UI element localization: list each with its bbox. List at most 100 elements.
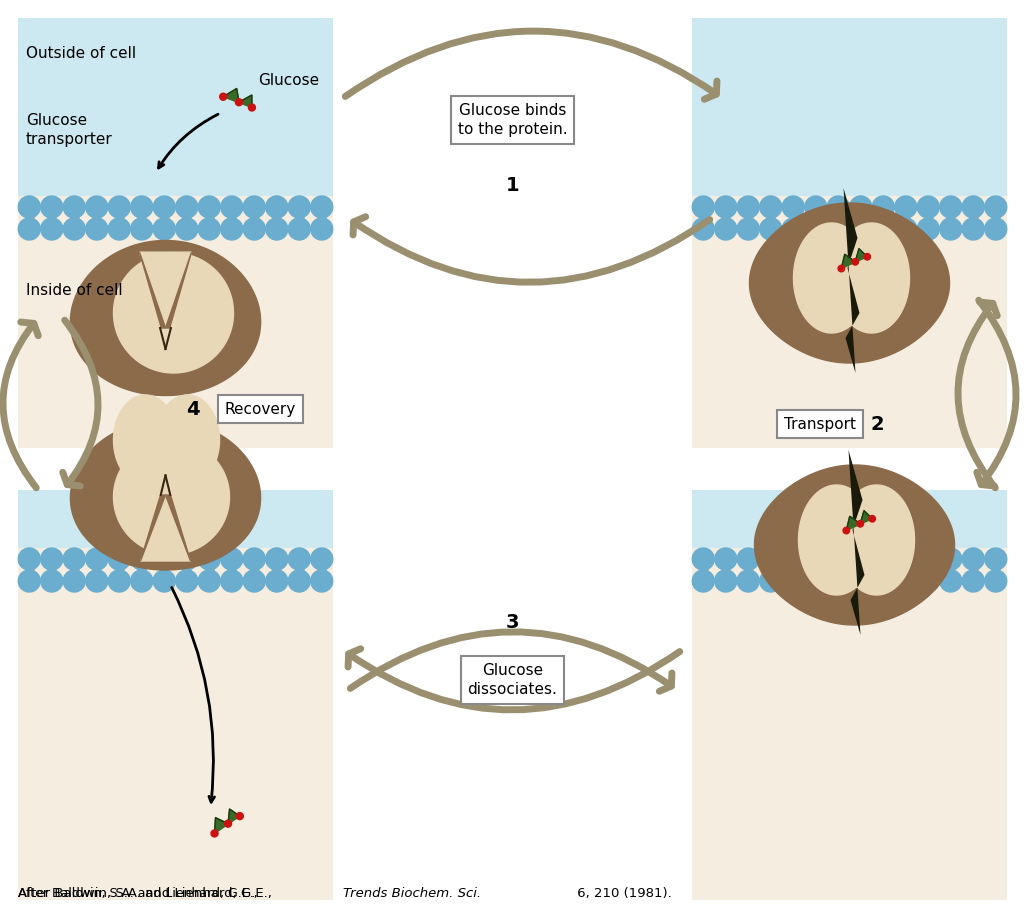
- Circle shape: [289, 548, 310, 570]
- Circle shape: [198, 196, 220, 218]
- Circle shape: [85, 218, 108, 240]
- Circle shape: [176, 218, 198, 240]
- Polygon shape: [114, 395, 178, 485]
- Circle shape: [869, 516, 875, 522]
- Circle shape: [41, 570, 63, 592]
- Circle shape: [18, 548, 40, 570]
- Polygon shape: [165, 495, 190, 561]
- Circle shape: [962, 218, 984, 240]
- Polygon shape: [114, 440, 229, 554]
- Circle shape: [311, 570, 333, 592]
- Circle shape: [962, 570, 984, 592]
- Circle shape: [130, 570, 153, 592]
- Circle shape: [940, 570, 961, 592]
- Polygon shape: [141, 495, 165, 561]
- Text: Glucose binds
to the protein.: Glucose binds to the protein.: [458, 103, 567, 138]
- Circle shape: [805, 218, 827, 240]
- Polygon shape: [156, 328, 175, 358]
- Polygon shape: [71, 241, 261, 396]
- Circle shape: [153, 196, 176, 218]
- Polygon shape: [834, 223, 910, 333]
- Circle shape: [838, 265, 844, 272]
- Circle shape: [221, 570, 242, 592]
- Circle shape: [849, 218, 872, 240]
- Circle shape: [41, 196, 63, 218]
- Circle shape: [692, 548, 714, 570]
- Circle shape: [917, 218, 940, 240]
- Circle shape: [130, 196, 153, 218]
- Text: Inside of cell: Inside of cell: [26, 283, 122, 298]
- Bar: [692, 196, 1007, 240]
- Circle shape: [289, 218, 310, 240]
- Circle shape: [289, 570, 310, 592]
- Circle shape: [692, 196, 714, 218]
- Circle shape: [895, 196, 917, 218]
- Circle shape: [737, 218, 759, 240]
- Circle shape: [153, 548, 176, 570]
- Circle shape: [108, 196, 130, 218]
- Circle shape: [985, 570, 1006, 592]
- Circle shape: [176, 196, 198, 218]
- Circle shape: [249, 104, 256, 111]
- Circle shape: [64, 218, 85, 240]
- Circle shape: [266, 570, 288, 592]
- Bar: [692, 240, 1007, 448]
- Circle shape: [917, 196, 940, 218]
- Circle shape: [872, 196, 895, 218]
- Bar: [18, 240, 333, 448]
- Circle shape: [198, 570, 220, 592]
- Circle shape: [843, 527, 849, 533]
- Bar: [18, 592, 333, 900]
- Circle shape: [692, 570, 714, 592]
- Bar: [692, 592, 1007, 900]
- Circle shape: [85, 570, 108, 592]
- Circle shape: [243, 570, 265, 592]
- Circle shape: [895, 570, 917, 592]
- Circle shape: [211, 830, 218, 837]
- Circle shape: [243, 218, 265, 240]
- Circle shape: [940, 218, 961, 240]
- Circle shape: [198, 548, 220, 570]
- Circle shape: [783, 218, 804, 240]
- Circle shape: [198, 218, 220, 240]
- Circle shape: [715, 570, 736, 592]
- Circle shape: [783, 570, 804, 592]
- Circle shape: [737, 570, 759, 592]
- Circle shape: [64, 196, 85, 218]
- Circle shape: [962, 548, 984, 570]
- Text: Recovery: Recovery: [224, 401, 296, 417]
- Circle shape: [153, 570, 176, 592]
- Circle shape: [235, 99, 242, 106]
- Polygon shape: [114, 253, 233, 373]
- Polygon shape: [165, 252, 191, 328]
- Circle shape: [236, 812, 243, 820]
- Circle shape: [852, 259, 859, 265]
- Circle shape: [220, 94, 227, 100]
- Circle shape: [917, 570, 940, 592]
- Polygon shape: [140, 252, 165, 328]
- Text: Glucose
dissociates.: Glucose dissociates.: [467, 663, 558, 698]
- Circle shape: [917, 548, 940, 570]
- Circle shape: [872, 218, 895, 240]
- Text: Glucose: Glucose: [259, 73, 319, 88]
- Circle shape: [311, 548, 333, 570]
- Circle shape: [153, 218, 176, 240]
- Circle shape: [828, 196, 849, 218]
- Circle shape: [221, 218, 242, 240]
- Circle shape: [864, 253, 871, 260]
- Circle shape: [760, 196, 782, 218]
- Circle shape: [805, 196, 827, 218]
- Bar: [18, 196, 333, 240]
- Polygon shape: [799, 485, 875, 595]
- Circle shape: [243, 548, 265, 570]
- Polygon shape: [838, 485, 914, 595]
- Circle shape: [737, 196, 759, 218]
- Circle shape: [243, 196, 265, 218]
- Circle shape: [18, 196, 40, 218]
- Circle shape: [692, 218, 714, 240]
- Circle shape: [760, 548, 782, 570]
- Circle shape: [108, 548, 130, 570]
- Circle shape: [41, 548, 63, 570]
- Circle shape: [872, 570, 895, 592]
- Bar: [18, 490, 333, 548]
